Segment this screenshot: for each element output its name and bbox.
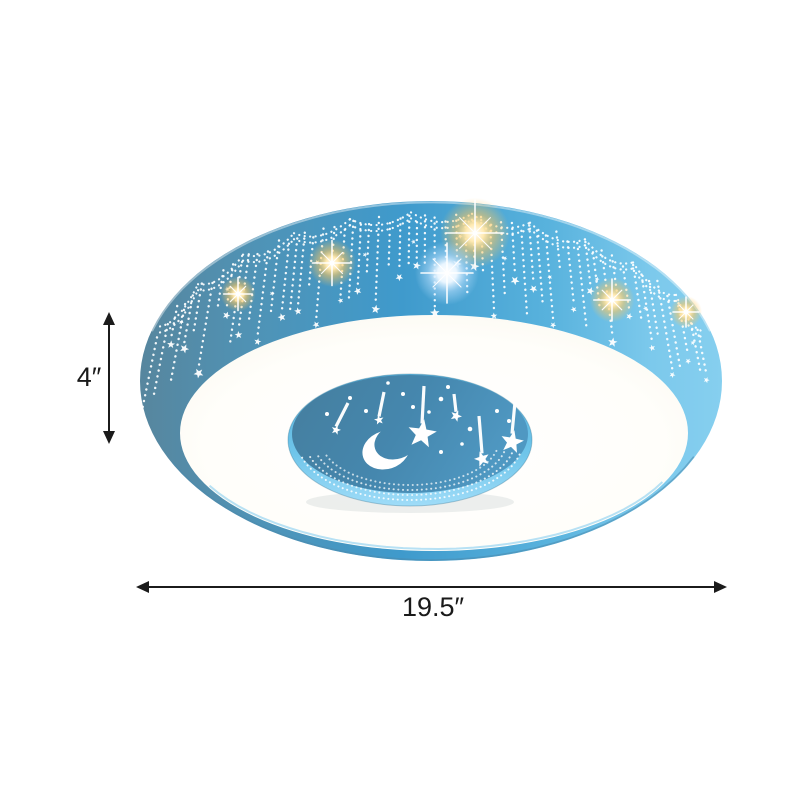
height-dimension-label: 4″ xyxy=(76,362,102,392)
width-dimension-line xyxy=(147,585,717,589)
arrowhead-left-icon xyxy=(136,580,149,593)
light-sparkles xyxy=(220,197,702,328)
shooting-star-cutouts xyxy=(331,385,524,467)
medallion-dot-cutouts xyxy=(325,381,511,454)
center-medallion xyxy=(287,373,533,513)
height-dimension-line xyxy=(107,323,111,433)
arrowhead-right-icon xyxy=(714,580,727,593)
width-dimension-label: 19.5″ xyxy=(401,592,465,622)
crescent-moon-cutout xyxy=(352,422,422,478)
medallion-perforation-rows xyxy=(300,449,521,501)
drum-edge-highlights xyxy=(151,201,711,561)
drum-shade xyxy=(140,201,722,561)
arrowhead-down-icon xyxy=(102,431,115,444)
arrowhead-up-icon xyxy=(102,312,115,325)
